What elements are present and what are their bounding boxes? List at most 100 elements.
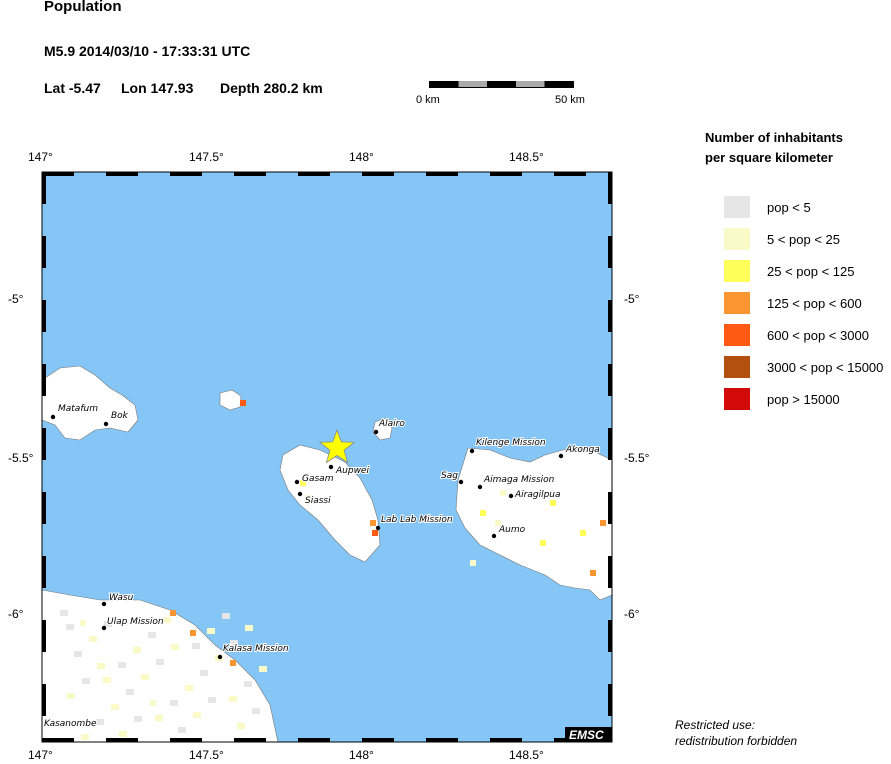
place-label: Matafum: [58, 404, 98, 414]
population-cell: [74, 651, 82, 657]
place-marker: [50, 414, 56, 420]
population-cell: [103, 677, 111, 683]
population-cell: [81, 734, 89, 740]
population-cell: [200, 670, 208, 676]
legend-swatch: [724, 388, 750, 410]
population-cell: [119, 731, 127, 737]
place-label: Sag: [441, 471, 458, 481]
population-cell: [148, 632, 156, 638]
place-label: Airagilpua: [514, 490, 561, 500]
place-marker: [375, 525, 381, 531]
lon-tick-label: 147°: [28, 150, 53, 164]
event-depth: Depth 280.2 km: [220, 80, 323, 96]
legend-label: 125 < pop < 600: [767, 296, 862, 311]
population-cell: [155, 715, 163, 721]
population-cell: [590, 570, 596, 576]
legend-swatch: [724, 356, 750, 378]
place-label: Aupwei: [335, 466, 369, 476]
population-cell: [193, 712, 201, 718]
population-cell: [133, 647, 141, 653]
emsc-logo-text: EMSC: [569, 728, 604, 742]
place-label: Wasu: [109, 593, 134, 603]
population-cell: [190, 630, 196, 636]
population-cell: [259, 666, 267, 672]
population-cell: [550, 500, 556, 506]
place-marker: [491, 533, 497, 539]
population-cell: [82, 678, 90, 684]
place-label: Bok: [111, 411, 129, 421]
population-cell: [244, 681, 252, 687]
population-cell: [495, 520, 501, 526]
population-cell: [229, 696, 237, 702]
place-label: Alairo: [378, 419, 405, 429]
population-cell: [480, 510, 486, 516]
population-cell: [245, 625, 253, 631]
population-cell: [500, 490, 506, 496]
lon-tick-label: 148°: [349, 150, 374, 164]
legend-swatch: [724, 324, 750, 346]
population-cell: [66, 624, 74, 630]
lon-tick-label: 148.5°: [509, 748, 544, 762]
population-cell: [178, 727, 186, 733]
legend-swatch: [724, 260, 750, 282]
lat-tick-label: -5.5°: [8, 451, 34, 465]
population-cell: [156, 659, 164, 665]
place-label: Siassi: [305, 496, 331, 506]
lon-tick-label: 147.5°: [189, 748, 224, 762]
population-cell: [600, 520, 606, 526]
place-marker: [373, 429, 379, 435]
emsc-logo: [565, 727, 612, 742]
population-cell: [118, 662, 126, 668]
place-label: Lab Lab Mission: [381, 515, 453, 525]
population-cell: [97, 663, 105, 669]
legend-swatch: [724, 228, 750, 250]
population-cell: [300, 480, 306, 486]
island-alairo: [372, 417, 393, 441]
population-cell: [372, 530, 378, 536]
scale-start-label: 0 km: [416, 94, 440, 106]
population-cell: [170, 700, 178, 706]
footer-line-2: redistribution forbidden: [675, 734, 798, 748]
population-cell: [240, 400, 246, 406]
lat-tick-label: -5°: [624, 292, 640, 306]
legend-title-2: per square kilometer: [705, 150, 833, 165]
population-cell: [230, 660, 236, 666]
island-matafum: [41, 365, 139, 441]
population-cell: [237, 723, 245, 729]
map-title: Population: [44, 0, 122, 15]
place-marker: [103, 421, 109, 427]
population-cell: [230, 640, 238, 646]
population-cell: [185, 685, 193, 691]
legend-swatch: [724, 292, 750, 314]
place-label: Kalasa Mission: [223, 644, 289, 654]
legend-label: pop > 15000: [767, 392, 840, 407]
event-lon: Lon 147.93: [121, 80, 194, 96]
population-cell: [370, 520, 376, 526]
place-label: Aumo: [498, 525, 526, 535]
population-cell: [150, 700, 156, 706]
epicenter-star-icon: [318, 428, 356, 464]
legend-label: 5 < pop < 25: [767, 232, 841, 247]
event-lat: Lat -5.47: [44, 80, 101, 96]
place-label: Kasanombe: [44, 719, 97, 729]
place-marker: [328, 464, 334, 470]
place-marker: [101, 625, 107, 631]
lat-tick-label: -5.5°: [624, 451, 650, 465]
place-marker: [469, 448, 475, 454]
lon-tick-label: 147°: [28, 748, 53, 762]
population-cell: [207, 628, 215, 634]
population-cell: [126, 689, 134, 695]
island-small: [219, 389, 242, 411]
scale-bar: [429, 81, 574, 88]
population-cell: [89, 636, 97, 642]
scale-end-label: 50 km: [555, 94, 585, 106]
population-cell: [305, 495, 311, 501]
lat-tick-label: -6°: [624, 607, 640, 621]
population-cell: [171, 644, 179, 650]
place-label: Aimaga Mission: [483, 475, 555, 485]
event-info: M5.9 2014/03/10 - 17:33:31 UTC: [44, 43, 251, 59]
population-cell: [96, 719, 104, 725]
population-cell: [80, 620, 86, 626]
population-cell: [470, 560, 476, 566]
population-cell: [222, 613, 230, 619]
